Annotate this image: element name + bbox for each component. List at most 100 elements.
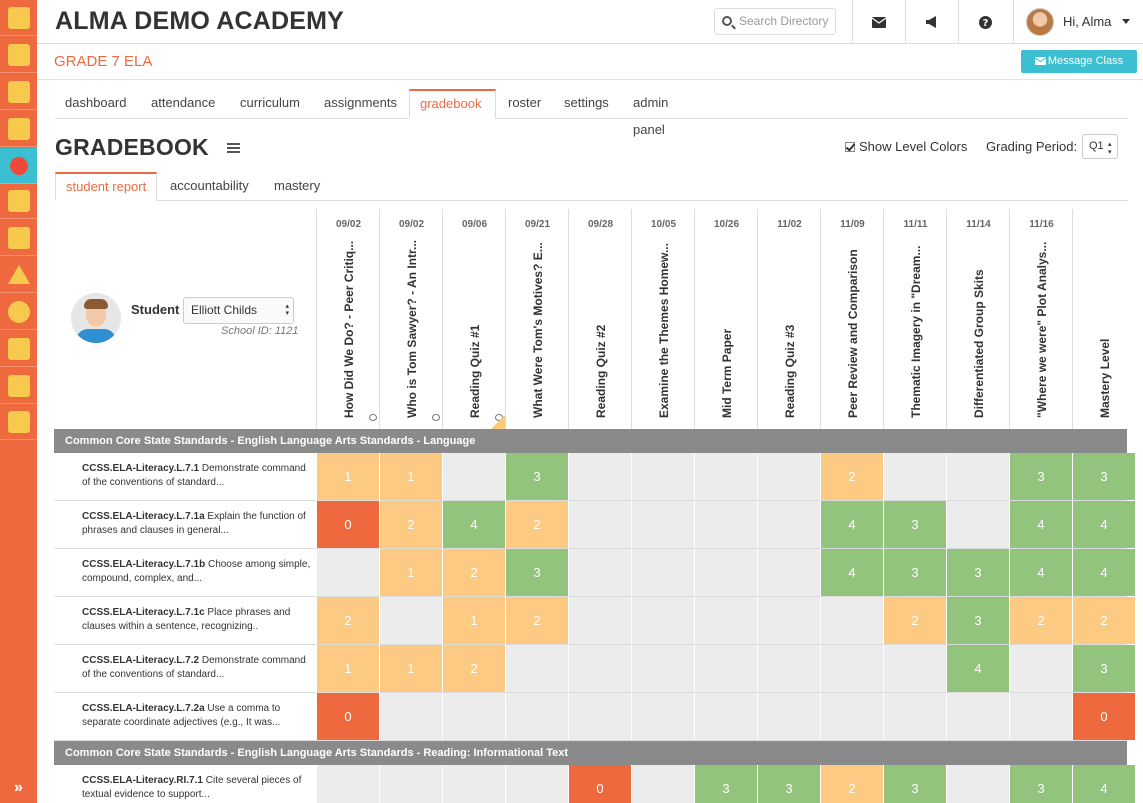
- assignment-column-header[interactable]: 11/09 Peer Review and Comparison: [820, 209, 883, 429]
- sidebar-item-calendar[interactable]: [0, 74, 37, 110]
- score-cell[interactable]: 1: [379, 453, 442, 500]
- score-cell[interactable]: [379, 765, 442, 803]
- score-cell[interactable]: [568, 693, 631, 740]
- subtab-student-report[interactable]: student report: [55, 172, 158, 201]
- sidebar-item-people[interactable]: [0, 368, 37, 404]
- score-cell[interactable]: [631, 549, 694, 596]
- score-cell[interactable]: 1: [316, 453, 379, 500]
- score-cell[interactable]: [757, 501, 820, 548]
- score-cell[interactable]: 0: [316, 501, 379, 548]
- score-cell[interactable]: 3: [505, 549, 568, 596]
- score-cell[interactable]: 3: [946, 549, 1009, 596]
- score-cell[interactable]: [694, 645, 757, 692]
- score-cell[interactable]: [631, 693, 694, 740]
- mastery-level-cell[interactable]: 3: [1072, 453, 1135, 500]
- score-cell[interactable]: [883, 693, 946, 740]
- assignment-column-header[interactable]: 10/26 Mid Term Paper: [694, 209, 757, 429]
- sidebar-item-admin-school[interactable]: [0, 404, 37, 440]
- expand-sidebar-icon[interactable]: »: [14, 779, 23, 796]
- score-cell[interactable]: [631, 453, 694, 500]
- score-cell[interactable]: [505, 765, 568, 803]
- sidebar-item-contacts[interactable]: [0, 37, 37, 73]
- score-cell[interactable]: [442, 765, 505, 803]
- score-cell[interactable]: 2: [820, 453, 883, 500]
- score-cell[interactable]: [946, 501, 1009, 548]
- score-cell[interactable]: [505, 693, 568, 740]
- score-cell[interactable]: 3: [946, 597, 1009, 644]
- score-cell[interactable]: [568, 549, 631, 596]
- comment-icon[interactable]: [432, 414, 440, 421]
- show-level-colors-toggle[interactable]: Show Level Colors: [845, 139, 967, 154]
- student-select[interactable]: Elliott Childs: [183, 297, 294, 324]
- score-cell[interactable]: [820, 693, 883, 740]
- score-cell[interactable]: 3: [694, 765, 757, 803]
- score-cell[interactable]: [820, 597, 883, 644]
- score-cell[interactable]: [757, 549, 820, 596]
- school-name[interactable]: ALMA DEMO ACADEMY: [55, 7, 345, 35]
- score-cell[interactable]: [883, 645, 946, 692]
- assignment-column-header[interactable]: 09/02 How Did We Do? - Peer Critiq...: [316, 209, 379, 429]
- mastery-level-cell[interactable]: 4: [1072, 501, 1135, 548]
- standard-label[interactable]: CCSS.ELA-Literacy.L.7.1 Demonstrate comm…: [82, 462, 312, 490]
- score-cell[interactable]: [757, 453, 820, 500]
- standard-label[interactable]: CCSS.ELA-Literacy.RI.7.1 Cite several pi…: [82, 774, 312, 802]
- score-cell[interactable]: [694, 693, 757, 740]
- mastery-level-cell[interactable]: 2: [1072, 597, 1135, 644]
- sidebar-item-school[interactable]: [0, 0, 37, 36]
- standard-label[interactable]: CCSS.ELA-Literacy.L.7.1b Choose among si…: [82, 558, 312, 586]
- assignment-column-header[interactable]: 09/28 Reading Quiz #2: [568, 209, 631, 429]
- assignment-column-header[interactable]: 11/14 Differentiated Group Skits: [946, 209, 1009, 429]
- tab-attendance[interactable]: attendance: [151, 95, 216, 110]
- score-cell[interactable]: [631, 765, 694, 803]
- standard-label[interactable]: CCSS.ELA-Literacy.L.7.1a Explain the fun…: [82, 510, 312, 538]
- tab-settings[interactable]: settings: [564, 95, 609, 110]
- score-cell[interactable]: [316, 765, 379, 803]
- mastery-level-cell[interactable]: 3: [1072, 645, 1135, 692]
- score-cell[interactable]: [631, 597, 694, 644]
- score-cell[interactable]: [442, 693, 505, 740]
- checkbox-checked-icon[interactable]: [845, 142, 855, 152]
- score-cell[interactable]: 3: [883, 501, 946, 548]
- score-cell[interactable]: [757, 597, 820, 644]
- standard-label[interactable]: CCSS.ELA-Literacy.L.7.1c Place phrases a…: [82, 606, 312, 634]
- score-cell[interactable]: 3: [757, 765, 820, 803]
- score-cell[interactable]: [631, 645, 694, 692]
- score-cell[interactable]: [820, 645, 883, 692]
- message-class-button[interactable]: Message Class: [1021, 50, 1137, 73]
- tab-roster[interactable]: roster: [508, 95, 542, 110]
- sidebar-item-apple[interactable]: [0, 148, 37, 184]
- score-cell[interactable]: 0: [568, 765, 631, 803]
- score-cell[interactable]: [1009, 645, 1072, 692]
- mastery-level-cell[interactable]: 0: [1072, 693, 1135, 740]
- assignment-column-header[interactable]: 10/05 Examine the Themes Homew...: [631, 209, 694, 429]
- announcements-button[interactable]: [905, 0, 958, 44]
- standard-label[interactable]: CCSS.ELA-Literacy.L.7.2 Demonstrate comm…: [82, 654, 312, 682]
- score-cell[interactable]: 3: [505, 453, 568, 500]
- score-cell[interactable]: 1: [316, 645, 379, 692]
- score-cell[interactable]: [505, 645, 568, 692]
- mastery-level-cell[interactable]: 4: [1072, 765, 1135, 803]
- score-cell[interactable]: [694, 549, 757, 596]
- score-cell[interactable]: [757, 693, 820, 740]
- score-cell[interactable]: 2: [505, 501, 568, 548]
- score-cell[interactable]: 2: [316, 597, 379, 644]
- assignment-column-header[interactable]: 09/02 Who is Tom Sawyer? - An Intr...: [379, 209, 442, 429]
- score-cell[interactable]: 4: [820, 501, 883, 548]
- score-cell[interactable]: [757, 645, 820, 692]
- sidebar-item-reports[interactable]: [0, 183, 37, 219]
- score-cell[interactable]: [631, 501, 694, 548]
- standard-label[interactable]: CCSS.ELA-Literacy.L.7.2a Use a comma to …: [82, 702, 312, 730]
- score-cell[interactable]: 1: [442, 597, 505, 644]
- hamburger-menu-icon[interactable]: [227, 143, 240, 153]
- score-cell[interactable]: 3: [1009, 453, 1072, 500]
- assignment-column-header[interactable]: 09/06 Reading Quiz #1: [442, 209, 505, 429]
- tab-gradebook[interactable]: gradebook: [409, 89, 496, 119]
- score-cell[interactable]: 3: [883, 765, 946, 803]
- mail-button[interactable]: [852, 0, 905, 44]
- tab-admin-panel[interactable]: admin panel: [633, 95, 669, 137]
- score-cell[interactable]: 4: [1009, 501, 1072, 548]
- score-cell[interactable]: 2: [505, 597, 568, 644]
- score-cell[interactable]: 1: [379, 549, 442, 596]
- score-cell[interactable]: [694, 597, 757, 644]
- assignment-column-header[interactable]: 11/16 "Where we were" Plot Analys...: [1009, 209, 1072, 429]
